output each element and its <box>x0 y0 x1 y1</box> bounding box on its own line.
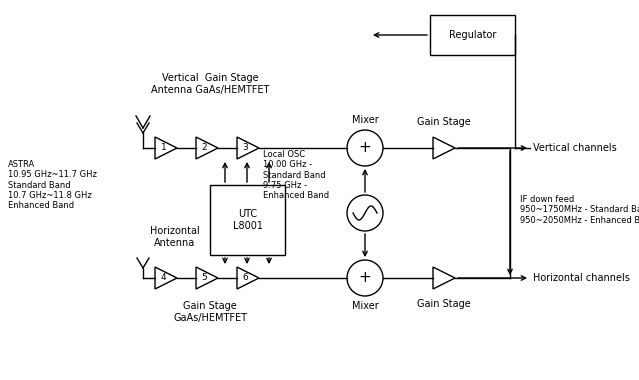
Text: ASTRA
10.95 GHz~11.7 GHz
Standard Band
10.7 GHz~11.8 GHz
Enhanced Band: ASTRA 10.95 GHz~11.7 GHz Standard Band 1… <box>8 160 97 210</box>
Text: 6: 6 <box>242 274 248 282</box>
Text: Vertical  Gain Stage
Antenna GaAs/HEMTFET: Vertical Gain Stage Antenna GaAs/HEMTFET <box>151 73 269 95</box>
Text: Vertical channels: Vertical channels <box>533 143 617 153</box>
Text: Regulator: Regulator <box>449 30 497 40</box>
Text: IF down feed
950~1750MHz - Standard Band
950~2050MHz - Enhanced Band: IF down feed 950~1750MHz - Standard Band… <box>520 195 639 225</box>
Text: 3: 3 <box>242 144 248 152</box>
Text: +: + <box>358 271 371 285</box>
Text: 5: 5 <box>201 274 207 282</box>
Text: Horizontal
Antenna: Horizontal Antenna <box>150 226 200 248</box>
Text: Mixer: Mixer <box>351 301 378 311</box>
Text: 4: 4 <box>160 274 166 282</box>
Text: Mixer: Mixer <box>351 115 378 125</box>
Text: Gain Stage: Gain Stage <box>417 299 471 309</box>
Text: Gain Stage: Gain Stage <box>417 117 471 127</box>
Text: 1: 1 <box>160 144 166 152</box>
Bar <box>210 185 285 255</box>
Text: Local OSC
10.00 GHz -
Standard Band
9.75 GHz -
Enhanced Band: Local OSC 10.00 GHz - Standard Band 9.75… <box>263 150 329 200</box>
Text: Horizontal channels: Horizontal channels <box>533 273 630 283</box>
Bar <box>430 15 515 55</box>
Text: +: + <box>358 141 371 155</box>
Text: 2: 2 <box>201 144 207 152</box>
Text: UTC
L8001: UTC L8001 <box>233 209 263 231</box>
Text: Gain Stage
GaAs/HEMTFET: Gain Stage GaAs/HEMTFET <box>173 301 247 323</box>
